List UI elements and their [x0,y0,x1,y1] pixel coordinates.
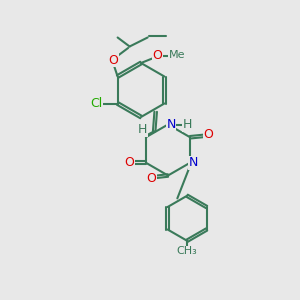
Text: CH₃: CH₃ [177,246,197,256]
Text: O: O [203,128,213,141]
Text: H: H [183,118,192,131]
Text: O: O [124,156,134,169]
Text: N: N [188,156,198,169]
Text: O: O [147,172,156,185]
Text: H: H [137,123,147,136]
Text: N: N [166,118,176,131]
Text: Me: Me [169,50,185,61]
Text: O: O [108,53,118,67]
Text: O: O [153,49,162,62]
Text: Cl: Cl [91,97,103,110]
